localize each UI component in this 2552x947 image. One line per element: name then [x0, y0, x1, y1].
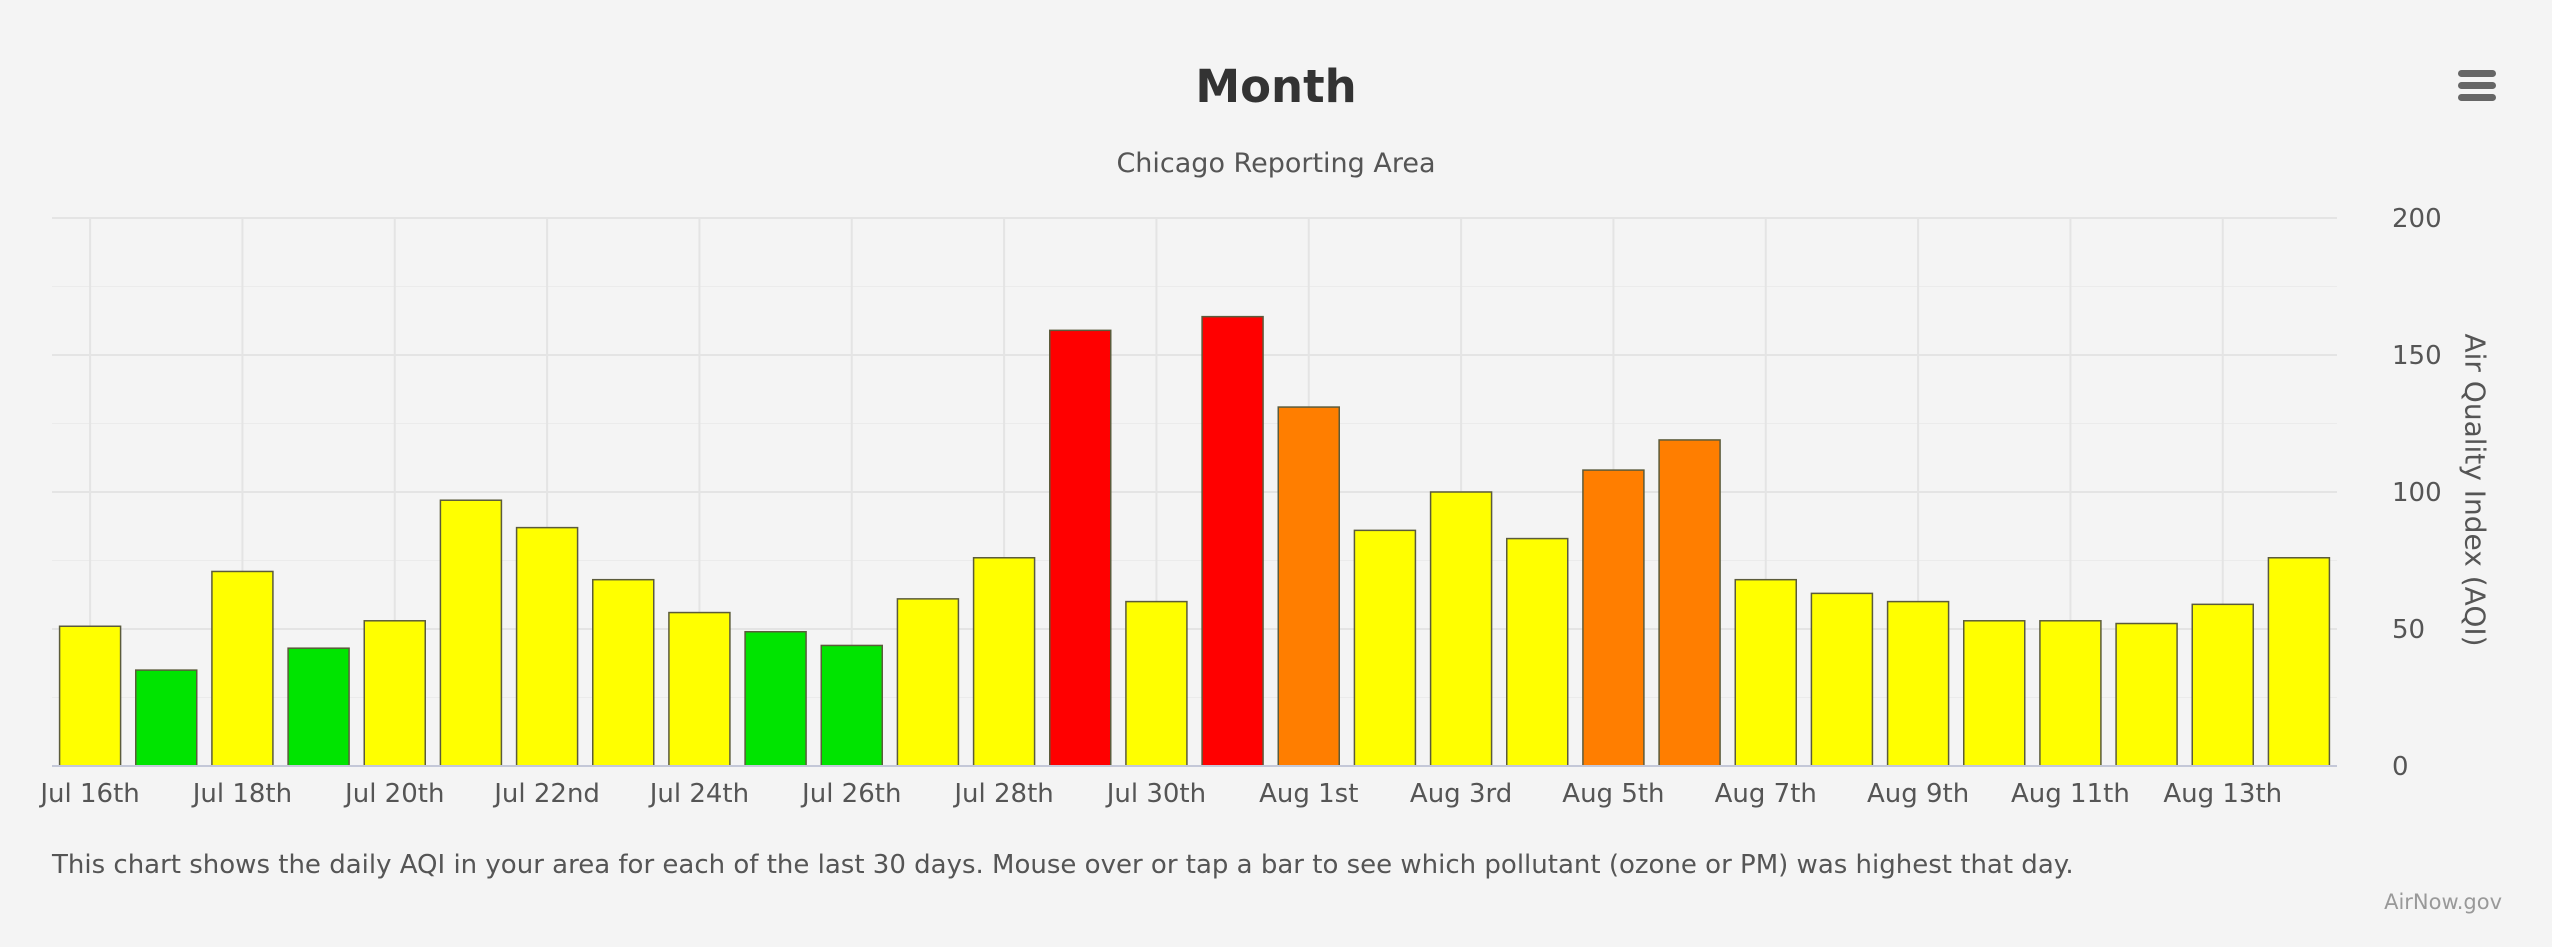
bar-aug-8th[interactable]	[1810, 592, 1874, 767]
bar-aug-9th[interactable]	[1886, 600, 1950, 767]
bar-jul-28th[interactable]	[972, 557, 1036, 767]
bar-aug-4th[interactable]	[1506, 537, 1569, 767]
bar-jul-22nd[interactable]	[515, 526, 579, 767]
bar-jul-24th[interactable]	[668, 611, 731, 767]
bar-jul-31st[interactable]	[1201, 315, 1264, 767]
y-tick-label: 50	[2392, 615, 2425, 645]
x-tick-label: Aug 13th	[2163, 779, 2282, 809]
x-tick-label: Aug 11th	[2011, 779, 2130, 809]
y-tick-label: 100	[2392, 478, 2442, 508]
y-tick-label: 0	[2392, 752, 2409, 782]
bar-jul-26th[interactable]	[820, 644, 883, 767]
bar-jul-23rd[interactable]	[592, 578, 655, 767]
chart-subtitle: Chicago Reporting Area	[1116, 148, 1436, 179]
x-tick-label: Jul 24th	[648, 779, 749, 809]
bar-jul-21st[interactable]	[439, 499, 503, 767]
bar-aug-5th[interactable]	[1582, 469, 1645, 767]
x-tick-label: Aug 3rd	[1410, 779, 1512, 809]
bar-aug-3rd[interactable]	[1429, 491, 1493, 767]
x-tick-label: Jul 16th	[38, 779, 139, 809]
bar-aug-11th[interactable]	[2039, 620, 2102, 767]
x-tick-label: Jul 30th	[1105, 779, 1206, 809]
bar-jul-27th[interactable]	[896, 598, 960, 767]
bar-aug-2nd[interactable]	[1353, 529, 1417, 767]
y-tick-label: 200	[2392, 204, 2442, 234]
bar-aug-14th[interactable]	[2267, 557, 2331, 767]
bar-jul-25th[interactable]	[744, 630, 807, 767]
x-tick-label: Jul 22nd	[492, 779, 600, 809]
y-axis-title-text: Air Quality Index (AQI)	[2458, 333, 2492, 647]
bar-jul-19th[interactable]	[287, 647, 350, 767]
x-tick-label: Aug 1st	[1259, 779, 1358, 809]
bar-aug-1st[interactable]	[1277, 406, 1340, 767]
chart-title: Month	[1195, 60, 1357, 113]
x-tick-label: Jul 18th	[191, 779, 292, 809]
chart-caption: This chart shows the daily AQI in your a…	[52, 850, 2074, 880]
x-tick-label: Aug 7th	[1715, 779, 1817, 809]
bar-jul-17th[interactable]	[135, 669, 198, 767]
y-tick-label: 150	[2392, 341, 2442, 371]
x-tick-label: Aug 5th	[1562, 779, 1664, 809]
bar-aug-7th[interactable]	[1734, 578, 1797, 767]
hamburger-menu-icon[interactable]	[2452, 70, 2502, 112]
bar-jul-20th[interactable]	[363, 620, 426, 767]
bar-aug-6th[interactable]	[1658, 439, 1721, 767]
credit-link[interactable]: AirNow.gov	[2384, 890, 2502, 914]
x-tick-label: Jul 20th	[343, 779, 444, 809]
bar-jul-29th[interactable]	[1049, 329, 1112, 767]
bar-jul-30th[interactable]	[1125, 600, 1188, 767]
x-tick-label: Jul 28th	[952, 779, 1053, 809]
bar-aug-12th[interactable]	[2115, 622, 2178, 767]
bar-jul-16th[interactable]	[58, 625, 122, 767]
bar-aug-10th[interactable]	[1963, 620, 2026, 767]
x-tick-label: Aug 9th	[1867, 779, 1969, 809]
bar-aug-13th[interactable]	[2191, 603, 2254, 767]
bar-jul-18th[interactable]	[211, 570, 274, 767]
x-tick-label: Jul 26th	[800, 779, 901, 809]
